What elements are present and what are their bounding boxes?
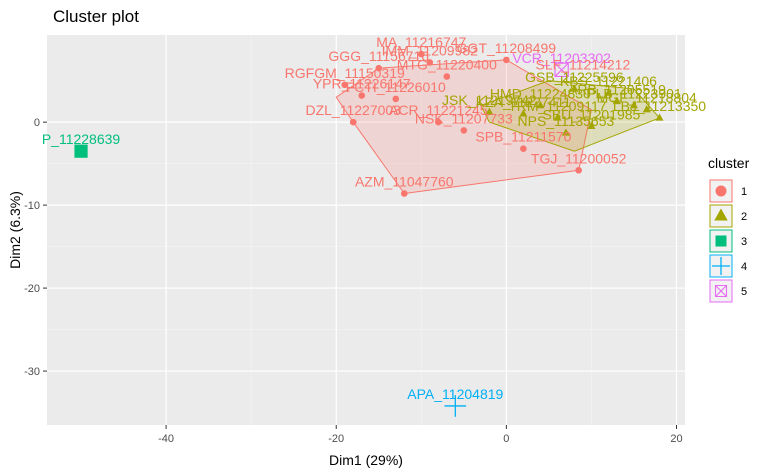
point-label: NSK_11207733	[415, 110, 513, 126]
legend-symbol-5	[714, 284, 728, 298]
data-point-cluster-1	[575, 166, 582, 174]
point-label: GGG_11156716	[328, 48, 429, 64]
data-point-cluster-3	[74, 144, 88, 158]
legend-label: 4	[741, 261, 747, 273]
legend-label: 1	[741, 186, 747, 198]
point-label: VCR_11203302	[512, 50, 611, 66]
point-label: KBS_11221406	[560, 73, 657, 89]
point-label: PLB_11223901	[586, 86, 682, 102]
point-label: MA_11216747	[376, 34, 466, 50]
point-label: SPB_11211570	[475, 129, 571, 145]
point-label: GSB_11225596	[525, 69, 624, 85]
legend-title: cluster	[708, 155, 750, 171]
data-point-cluster-2	[642, 105, 651, 113]
cluster-hulls	[335, 59, 661, 195]
data-point-cluster-2	[519, 109, 528, 117]
y-tick-label: 0	[34, 117, 40, 129]
y-tick-label: -20	[24, 283, 40, 295]
point-label: TGJ_11200052	[531, 150, 627, 166]
y-tick-label: -10	[24, 200, 40, 212]
x-axis-ticks: -40 -20 0 20	[158, 425, 683, 445]
y-tick-label: -30	[24, 366, 40, 378]
y-axis-ticks: 0 -10 -20 -30	[24, 117, 47, 378]
data-point-cluster-2	[629, 101, 639, 109]
data-point-cluster-2	[536, 101, 545, 109]
data-point-cluster-1	[435, 118, 442, 126]
data-point-cluster-2	[570, 84, 579, 92]
point-label: JSK_11219742	[442, 92, 537, 108]
y-axis-title: Dim2 (6.3%)	[7, 191, 23, 269]
legend: cluster 1 2 3 4 5	[708, 155, 750, 303]
point-label: APA_11204819	[407, 386, 503, 402]
data-point-cluster-1	[400, 190, 408, 197]
data-point-cluster-4	[444, 395, 467, 417]
point-label: YPR_11226147	[313, 76, 411, 92]
point-label: GGT_11208499	[457, 40, 557, 56]
point-label: DZL_11227003	[305, 102, 401, 118]
point-label: TRM_11209117	[508, 98, 607, 114]
legend-symbol-1	[715, 185, 727, 197]
gridlines	[47, 35, 685, 425]
point-labels: MA_11216747GGT_11208499IMM_11209982GGG_1…	[42, 34, 706, 402]
x-tick-label: -40	[158, 433, 174, 445]
data-point-cluster-1	[392, 95, 400, 103]
point-label: KZA_11227411	[476, 94, 571, 110]
legend-label: 2	[741, 211, 747, 223]
point-label: MTG_11220400	[397, 56, 497, 72]
plot-panel	[47, 35, 685, 425]
point-label: SLF_11214212	[536, 56, 631, 72]
point-label: SBU_11201985	[543, 106, 641, 122]
data-point-cluster-1	[358, 92, 366, 99]
cluster-points	[74, 50, 664, 417]
cluster-hull-1	[335, 59, 592, 195]
x-tick-label: -20	[328, 433, 344, 445]
legend-symbol-4	[712, 257, 730, 275]
data-point-cluster-1	[503, 56, 510, 64]
legend-label: 3	[741, 236, 747, 248]
data-point-cluster-1	[417, 50, 425, 58]
data-point-cluster-1	[460, 127, 468, 134]
data-point-cluster-1	[341, 81, 349, 89]
data-point-cluster-2	[553, 113, 562, 121]
point-label: ARB_11205519	[568, 81, 666, 97]
point-label: FCTI_11226010	[346, 79, 446, 95]
data-point-cluster-2	[612, 96, 621, 105]
point-label: MGF_11218804	[597, 90, 697, 106]
legend-symbol-3	[715, 235, 727, 247]
data-point-cluster-1	[375, 64, 383, 72]
data-point-cluster-1	[349, 118, 357, 126]
legend-label: 5	[741, 286, 747, 298]
point-label: ACR_11221245	[389, 102, 488, 118]
data-point-cluster-2	[561, 128, 570, 136]
data-point-cluster-1	[520, 145, 527, 152]
point-label: NPS_11135653	[518, 113, 615, 129]
x-tick-label: 0	[503, 433, 509, 445]
point-label: P_11228639	[42, 131, 121, 147]
data-point-cluster-2	[604, 88, 613, 96]
data-point-cluster-5	[554, 62, 569, 78]
point-label: LBJ_11213350	[613, 98, 706, 114]
point-label: HMD_11224830	[490, 86, 591, 102]
data-point-cluster-2	[485, 107, 494, 115]
data-point-cluster-2	[655, 113, 664, 121]
point-label: AZM_11047760	[355, 173, 454, 189]
data-point-cluster-2	[587, 121, 596, 129]
x-tick-label: 20	[670, 433, 682, 445]
data-point-cluster-1	[443, 73, 451, 80]
legend-symbol-2	[714, 208, 728, 221]
point-label: IMM_11209982	[382, 42, 478, 58]
data-point-cluster-1	[426, 59, 434, 66]
chart-title: Cluster plot	[53, 7, 139, 26]
x-axis-title: Dim1 (29%)	[329, 452, 403, 468]
point-label: RGFGM_11150319	[285, 65, 405, 81]
